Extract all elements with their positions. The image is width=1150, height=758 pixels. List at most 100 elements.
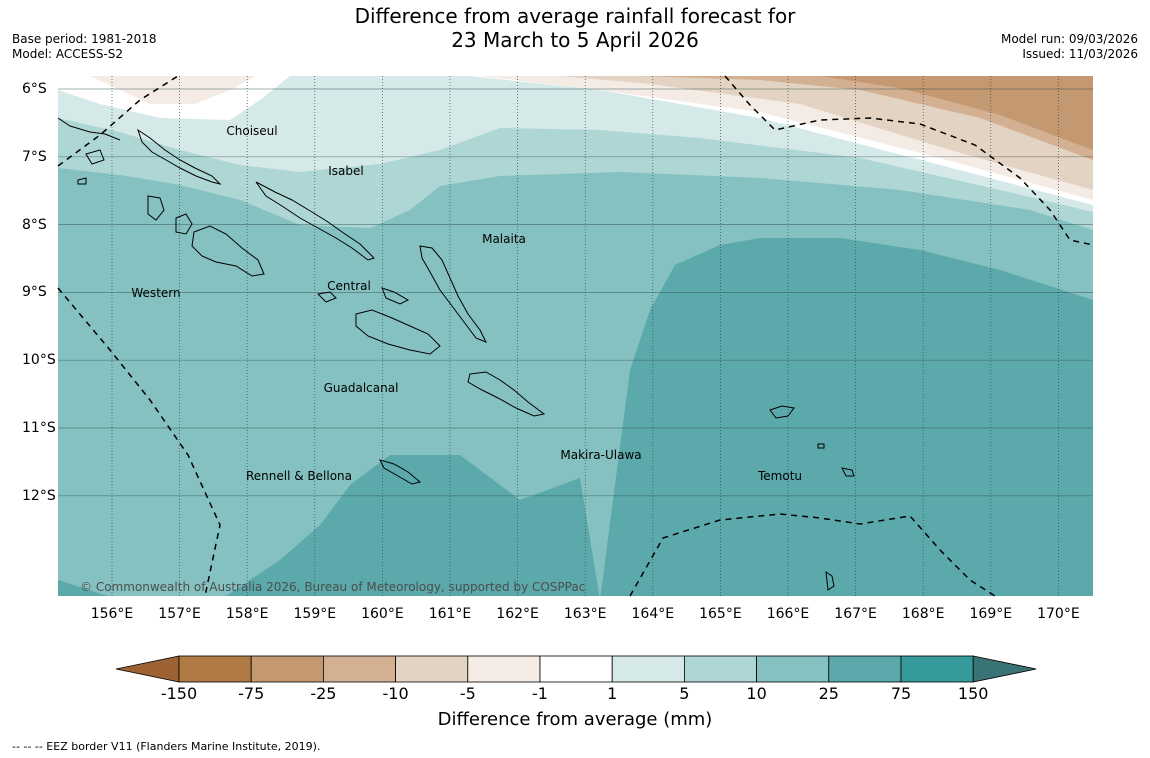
- makira-island: [467, 371, 546, 417]
- colorbar-swatch: [539, 655, 613, 683]
- treasury-island: [77, 177, 87, 185]
- colorbar-low-extend: [115, 655, 180, 683]
- lat-label: 12°S: [22, 487, 56, 504]
- region-label-makira-ulawa: Makira-Ulawa: [560, 448, 642, 462]
- colorbar-swatch: [322, 655, 396, 683]
- title-line-2: 23 March to 5 April 2026: [451, 28, 699, 52]
- lat-label: 8°S: [22, 216, 47, 233]
- region-label-temotu: Temotu: [757, 469, 803, 483]
- lon-label: 168°E: [901, 606, 945, 622]
- eez-north-west: [57, 75, 179, 167]
- lon-label: 158°E: [225, 606, 269, 622]
- lat-label: 9°S: [22, 284, 47, 301]
- colorbar-tick-label: 10: [746, 684, 767, 703]
- colorbar-tick-label: -75: [238, 684, 265, 703]
- colorbar-tick-label: -5: [459, 684, 476, 703]
- lon-label: 161°E: [428, 606, 472, 622]
- band-minus25-minus75: [700, 76, 1093, 150]
- russell-island: [316, 291, 337, 303]
- lon-label: 156°E: [90, 606, 134, 622]
- colorbar-swatch: [611, 655, 685, 683]
- temotu-islet-2: [817, 443, 825, 449]
- coastlines: [57, 117, 855, 591]
- florida-island: [381, 287, 410, 305]
- model-name: Model: ACCESS-S2: [12, 47, 124, 61]
- colorbar-swatch: [178, 655, 252, 683]
- band-25-75-south: [226, 455, 600, 596]
- colorbar: [115, 655, 1037, 683]
- colorbar-title: Difference from average (mm): [437, 709, 713, 730]
- lon-label: 159°E: [293, 606, 337, 622]
- colorbar-tick-label: 1: [607, 684, 618, 703]
- eez-south-east: [629, 513, 996, 597]
- colorbar-tick-label: -25: [310, 684, 337, 703]
- lon-label: 169°E: [969, 606, 1013, 622]
- map-title: Difference from average rainfall forecas…: [0, 4, 1150, 52]
- title-line-1: Difference from average rainfall forecas…: [354, 4, 796, 28]
- vella-lavella-island: [147, 195, 165, 221]
- region-label-guadalcanal: Guadalcanal: [323, 381, 399, 395]
- band-25-75-east: [600, 238, 1093, 596]
- colorbar-swatch: [395, 655, 469, 683]
- santa-cruz-island: [769, 405, 795, 419]
- colorbar-swatch: [684, 655, 758, 683]
- colorbar-high-extend: [972, 655, 1037, 683]
- lat-label: 10°S: [22, 352, 56, 369]
- kolombangara-island: [175, 213, 193, 235]
- eez-north-east: [724, 75, 1094, 246]
- new-georgia-island: [191, 225, 265, 277]
- bougainville-coast: [57, 117, 121, 141]
- malaita-island: [419, 245, 488, 343]
- region-label-central: Central: [327, 279, 371, 293]
- colorbar-tick-label: -10: [382, 684, 409, 703]
- lon-label: 157°E: [158, 606, 201, 622]
- run-info: Model run: 09/03/2026 Issued: 11/03/2026: [1001, 32, 1138, 62]
- lon-label: 163°E: [563, 606, 607, 622]
- rennell-island: [379, 459, 422, 485]
- band-25-75-corner: [58, 580, 108, 596]
- colorbar-tick-label: 75: [890, 684, 912, 703]
- region-label-choiseul: Choiseul: [226, 124, 278, 138]
- lat-label: 6°S: [22, 81, 47, 97]
- graticule: [58, 76, 1093, 596]
- colorbar-tick-label: 150: [957, 684, 989, 703]
- colorbar-swatch: [828, 655, 902, 683]
- colorbar-swatch: [900, 655, 974, 683]
- copyright-notice: © Commonwealth of Australia 2026, Bureau…: [80, 580, 586, 594]
- colorbar-swatch: [756, 655, 830, 683]
- model-run: Model run: 09/03/2026: [1000, 32, 1138, 46]
- region-label-malaita: Malaita: [482, 232, 526, 246]
- lon-label: 170°E: [1037, 606, 1080, 622]
- region-label-isabel: Isabel: [328, 164, 364, 178]
- colorbar-swatch: [250, 655, 324, 683]
- colorbar-tick-label: 25: [818, 684, 839, 703]
- colorbar-swatch: [467, 655, 541, 683]
- colorbar-tick-label: 5: [679, 684, 690, 703]
- lon-label: 167°E: [834, 606, 877, 622]
- region-label-western: Western: [131, 286, 181, 300]
- rainfall-anomaly-field: [58, 76, 1093, 596]
- issued-date: Issued: 11/03/2026: [1022, 47, 1138, 61]
- lon-label: 166°E: [766, 606, 810, 622]
- band-minus1-minus5-west: [90, 76, 255, 104]
- temotu-islet-3: [825, 570, 835, 591]
- lat-label: 11°S: [22, 420, 56, 436]
- eez-south-west: [57, 287, 221, 597]
- eez-footnote: -- -- -- EEZ border V11 (Flanders Marine…: [12, 740, 321, 753]
- region-label-rennell-bellona: Rennell & Bellona: [245, 469, 353, 483]
- model-info: Base period: 1981-2018 Model: ACCESS-S2: [12, 32, 157, 62]
- base-period: Base period: 1981-2018: [12, 32, 157, 46]
- lon-label: 164°E: [631, 606, 675, 622]
- colorbar-tick-label: -1: [532, 684, 548, 703]
- lon-label: 160°E: [361, 606, 404, 622]
- isabel-island: [255, 181, 375, 261]
- lon-label: 162°E: [496, 606, 539, 622]
- colorbar-tick-label: -150: [160, 684, 198, 703]
- lat-label: 7°S: [22, 148, 47, 165]
- lon-label: 165°E: [699, 606, 742, 622]
- temotu-islet-1: [841, 467, 855, 477]
- shortland-island: [85, 149, 105, 165]
- eez-borders: [57, 75, 1094, 597]
- choiseul-island: [137, 128, 222, 185]
